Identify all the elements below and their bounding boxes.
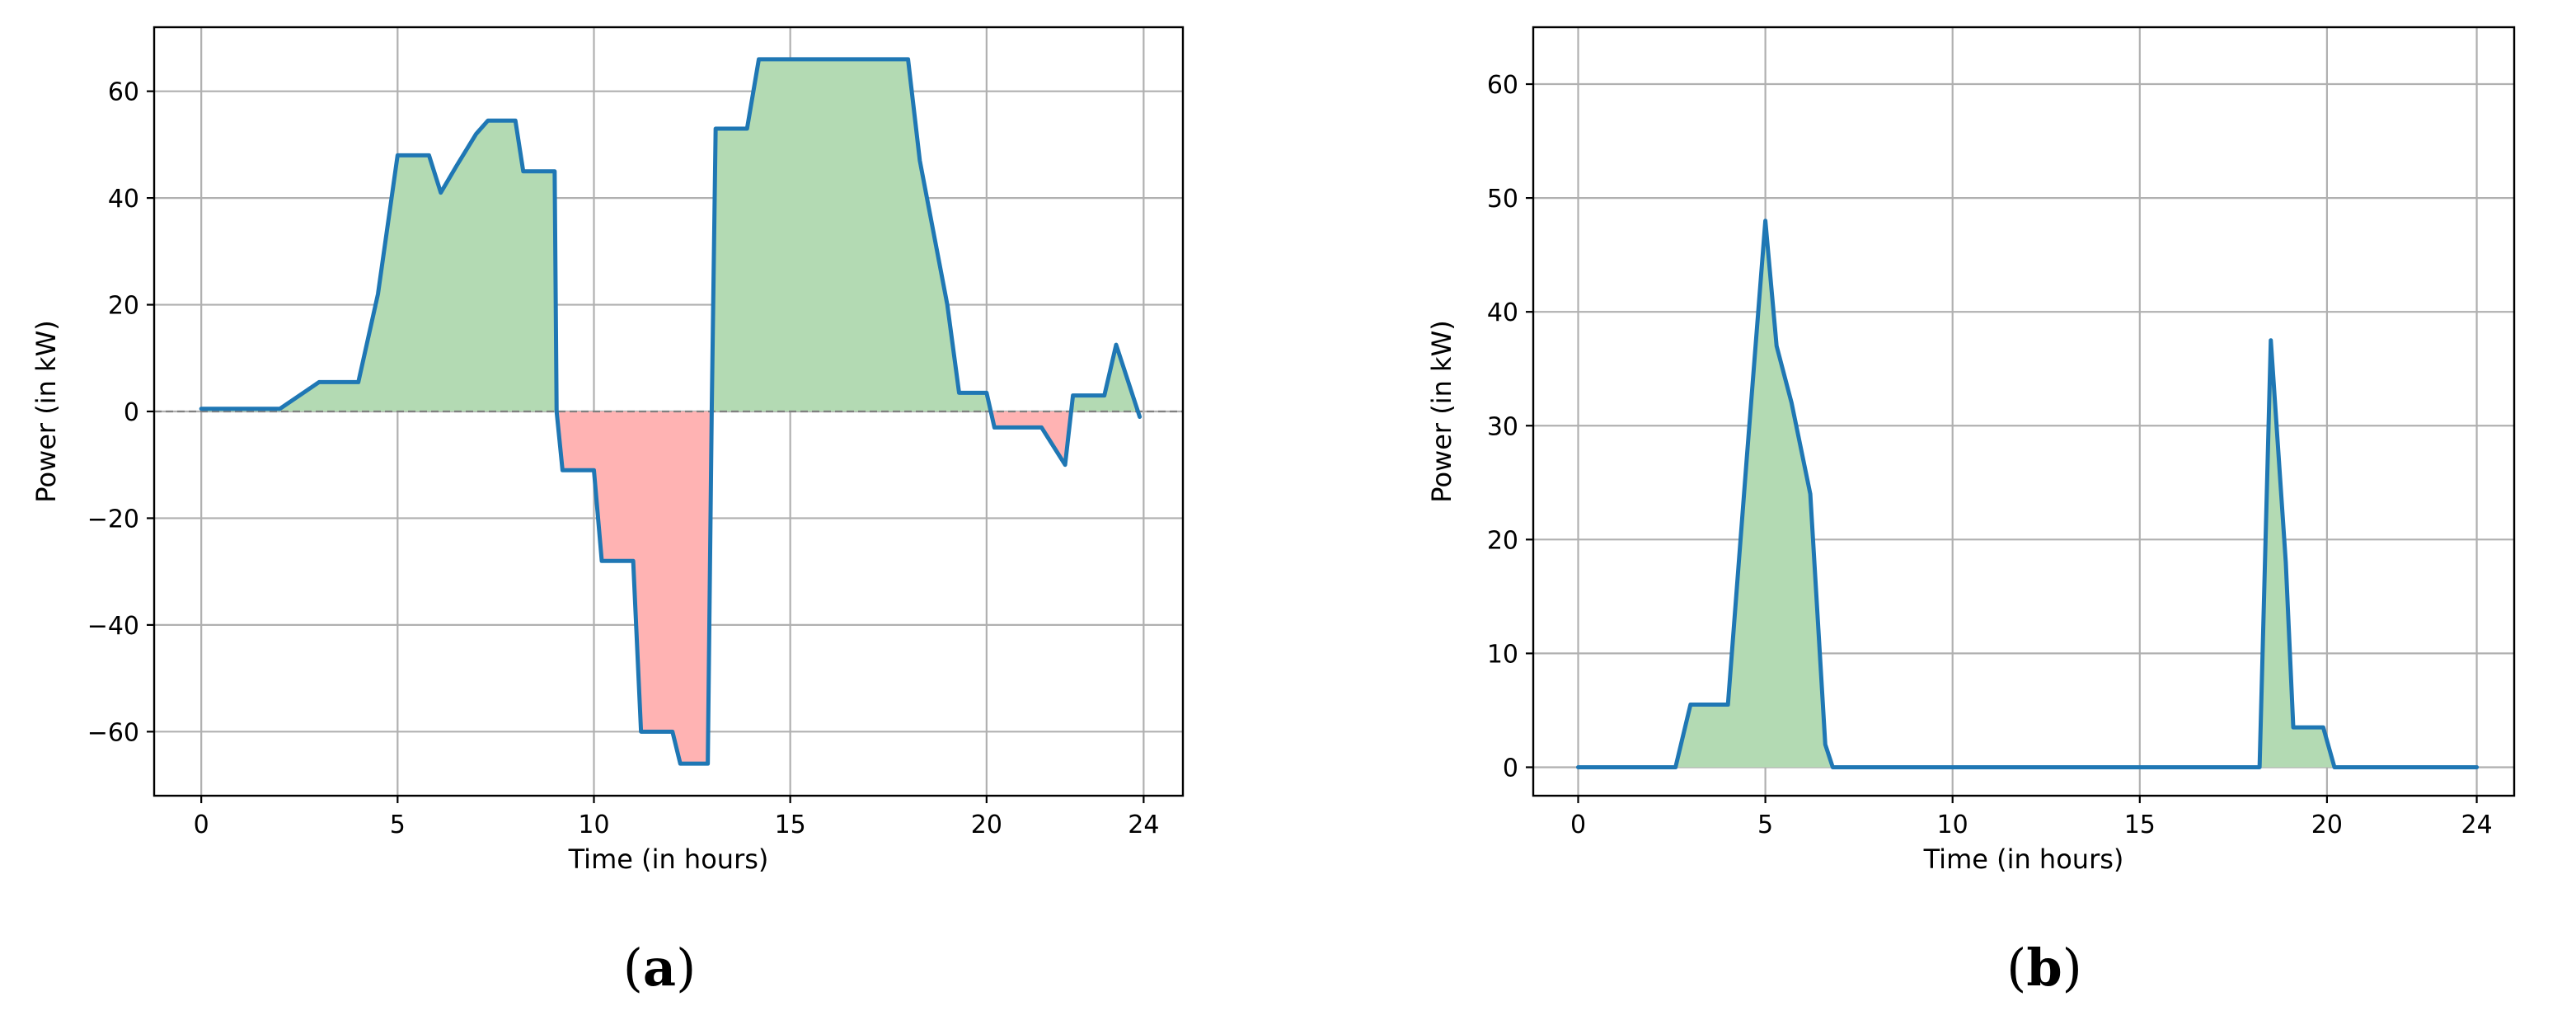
y-tick-label: 0	[124, 398, 139, 427]
x-tick-label: 20	[2311, 811, 2343, 839]
area-positive	[201, 59, 1140, 411]
axes-frame	[1532, 26, 2516, 797]
x-tick-label: 15	[2124, 811, 2156, 839]
y-tick-label: 60	[1487, 71, 1518, 100]
y-tick-label: 60	[108, 78, 139, 107]
y-tick-label: −20	[87, 505, 139, 534]
y-tick-label: 20	[108, 292, 139, 321]
y-axis-label: Power (in kW)	[1426, 320, 1457, 502]
y-axis-label: Power (in kW)	[30, 320, 62, 502]
area-negative	[201, 411, 1140, 764]
x-tick-label: 20	[971, 811, 1002, 839]
y-tick-label: 40	[1487, 298, 1518, 327]
y-tick-label: −60	[87, 718, 139, 747]
x-tick-label: 10	[578, 811, 609, 839]
x-tick-label: 24	[1128, 811, 1159, 839]
area-positive	[1578, 220, 2477, 768]
x-tick-label: 5	[1757, 811, 1773, 839]
x-axis-label: Time (in hours)	[1923, 844, 2124, 875]
x-tick-label: 5	[390, 811, 406, 839]
panel-label: (a)	[623, 938, 697, 998]
chart-panel-a: 0 5 10 15 20 24 −60 −40 −20 0 20 40 60 Time (in hours…	[30, 26, 1185, 998]
x-tick-label: 10	[1937, 811, 1968, 839]
series-line	[1576, 219, 2480, 769]
chart-panel-b: 0 5 10 15 20 24 0 10 20 30 40 50 60 Time (in hours) Po…	[1426, 26, 2516, 998]
series-line	[199, 57, 1143, 766]
y-tick-label: 30	[1487, 412, 1518, 441]
y-tick-label: 20	[1487, 526, 1518, 555]
y-tick-label: 0	[1503, 754, 1518, 783]
y-tick-label: 10	[1487, 640, 1518, 669]
x-tick-label: 0	[194, 811, 209, 839]
panel-label: (b)	[2006, 938, 2082, 998]
y-tick-label: 40	[108, 185, 139, 214]
x-tick-label: 24	[2461, 811, 2492, 839]
x-axis-label: Time (in hours)	[568, 844, 769, 875]
x-tick-label: 15	[775, 811, 806, 839]
y-tick-label: −40	[87, 612, 139, 641]
x-tick-label: 0	[1570, 811, 1586, 839]
y-tick-label: 50	[1487, 185, 1518, 214]
